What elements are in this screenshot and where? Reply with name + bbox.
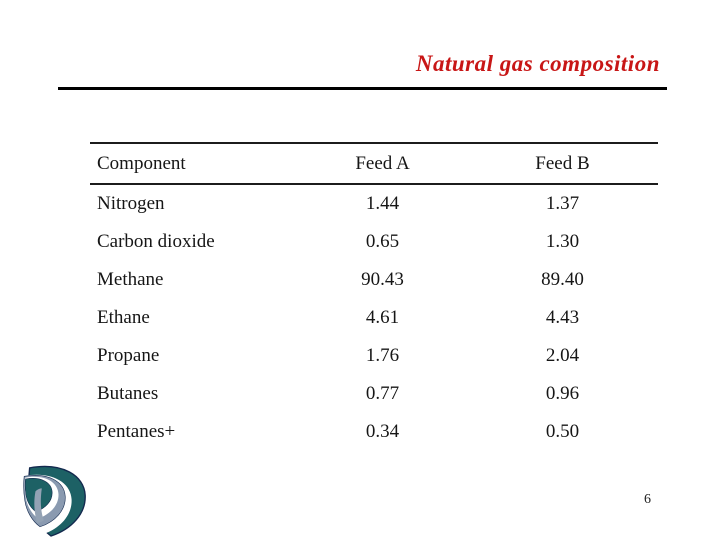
component-cell: Pentanes+ — [97, 421, 176, 442]
column-header-feed-b: Feed B — [466, 143, 658, 185]
feed-a-cell: 90.43 — [361, 269, 404, 290]
feed-b-cell: 1.37 — [545, 193, 580, 214]
feed-a-cell: 0.65 — [365, 231, 400, 252]
component-cell: Nitrogen — [97, 193, 165, 214]
table-row: Pentanes+ 0.34 0.50 — [90, 413, 658, 451]
title-underline — [58, 87, 667, 90]
feed-a-cell: 1.44 — [365, 193, 400, 214]
gas-composition-table: Component Feed A Feed B Nitrogen 1.44 1.… — [90, 142, 658, 451]
column-header-component: Component — [90, 143, 299, 185]
feed-b-cell: 89.40 — [541, 269, 584, 290]
feed-b-cell: 1.30 — [545, 231, 580, 252]
feed-b-cell: 0.96 — [545, 383, 580, 404]
feed-a-cell: 1.76 — [365, 345, 400, 366]
feed-a-cell: 0.34 — [365, 421, 400, 442]
table-row: Butanes 0.77 0.96 — [90, 375, 658, 413]
feed-a-cell: 0.77 — [365, 383, 400, 404]
table-row: Nitrogen 1.44 1.37 — [90, 184, 658, 223]
feed-b-cell: 2.04 — [545, 345, 580, 366]
teal-swoosh-logo-icon — [23, 465, 86, 537]
component-cell: Propane — [97, 345, 160, 366]
page-title: Natural gas composition — [415, 51, 660, 76]
table-row: Methane 90.43 89.40 — [90, 261, 658, 299]
feed-b-cell: 4.43 — [545, 307, 580, 328]
page-number: 6 — [644, 492, 651, 507]
component-cell: Carbon dioxide — [97, 231, 215, 252]
table-row: Ethane 4.61 4.43 — [90, 299, 658, 337]
table-row: Carbon dioxide 0.65 1.30 — [90, 223, 658, 261]
feed-b-cell: 0.50 — [545, 421, 580, 442]
feed-a-cell: 4.61 — [365, 307, 400, 328]
table-header-row: Component Feed A Feed B — [90, 143, 658, 185]
column-header-feed-a: Feed A — [298, 143, 467, 185]
table-row: Propane 1.76 2.04 — [90, 337, 658, 375]
component-cell: Methane — [97, 269, 164, 290]
component-cell: Ethane — [97, 307, 150, 328]
component-cell: Butanes — [97, 383, 159, 404]
